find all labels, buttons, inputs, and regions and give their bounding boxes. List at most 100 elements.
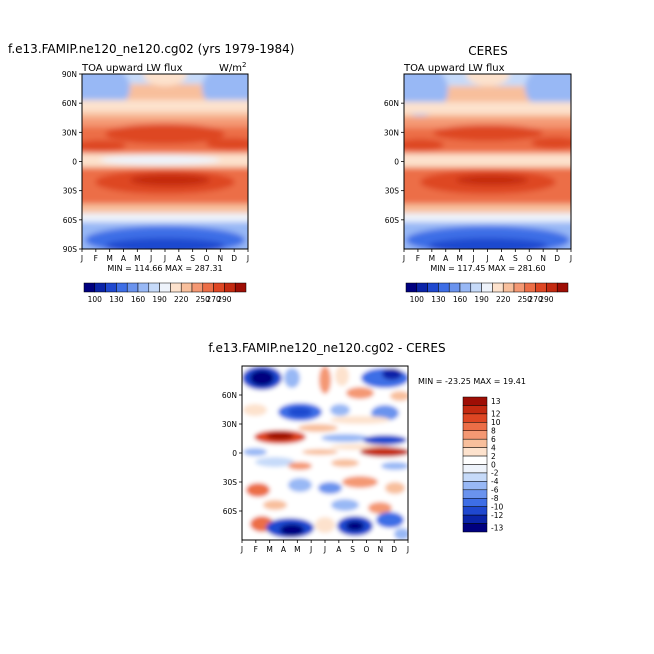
model-variable-label: TOA upward LW flux xyxy=(81,63,183,74)
colorbar-label: 10 xyxy=(491,418,501,427)
colorbar-label: 12 xyxy=(491,410,501,419)
colorbar-swatch xyxy=(137,282,150,293)
colorbar-swatch xyxy=(462,514,488,524)
x-tick-label: A xyxy=(176,254,182,263)
colorbar-label: 100 xyxy=(410,295,425,304)
x-tick-label: S xyxy=(350,545,355,554)
colorbar-label: 190 xyxy=(474,295,489,304)
colorbar-swatch xyxy=(427,282,439,293)
x-tick-label: J xyxy=(240,545,243,554)
colorbar-swatch xyxy=(462,455,488,465)
x-tick-label: O xyxy=(526,254,532,263)
colorbar-swatch xyxy=(224,282,236,293)
colorbar-label: 4 xyxy=(491,443,496,452)
y-tick-label: 30S xyxy=(385,187,400,196)
colorbar-label: -8 xyxy=(491,494,499,503)
x-tick-label: N xyxy=(540,254,546,263)
panel-ceres: CERES TOA upward LW flux xyxy=(384,44,572,304)
colorbar-swatch xyxy=(524,282,536,293)
colorbar-swatch xyxy=(502,282,515,293)
colorbar-swatch xyxy=(148,282,160,293)
colorbar-swatch xyxy=(191,282,204,293)
colorbar-swatch xyxy=(159,282,171,293)
model-units-sup: 2 xyxy=(242,61,246,69)
x-tick-label: J xyxy=(402,254,405,263)
y-tick-label: 60N xyxy=(222,391,237,400)
y-tick-label: 90S xyxy=(63,245,78,254)
x-tick-label: F xyxy=(94,254,98,263)
colorbar-label: 290 xyxy=(539,295,554,304)
x-tick-label: O xyxy=(204,254,210,263)
colorbar-label: 220 xyxy=(496,295,511,304)
x-tick-label: J xyxy=(163,254,166,263)
colorbar-label: -6 xyxy=(491,486,499,495)
colorbar-swatch xyxy=(462,405,488,415)
colorbar-swatch xyxy=(416,282,428,293)
x-tick-label: A xyxy=(121,254,127,263)
colorbar-label: -13 xyxy=(491,524,503,533)
x-tick-label: A xyxy=(281,545,287,554)
colorbar-label: -2 xyxy=(491,469,499,478)
colorbar-swatch xyxy=(462,396,488,406)
colorbar-swatch xyxy=(202,282,214,293)
x-tick-label: M xyxy=(134,254,140,263)
colorbar-swatch xyxy=(492,282,504,293)
y-tick-label: 90N xyxy=(62,70,77,79)
colorbar-swatch xyxy=(462,430,488,440)
x-tick-label: O xyxy=(364,545,370,554)
model-heatmap xyxy=(82,74,248,249)
colorbar-swatch xyxy=(481,282,493,293)
x-tick-label: S xyxy=(513,254,518,263)
x-tick-label: J xyxy=(471,254,474,263)
colorbar-label: 160 xyxy=(131,295,146,304)
x-tick-label: J xyxy=(309,545,312,554)
colorbar-swatch xyxy=(462,506,488,516)
colorbar-swatch xyxy=(462,422,488,431)
colorbar-swatch xyxy=(94,282,106,293)
ceres-title: CERES xyxy=(468,44,508,58)
x-tick-label: D xyxy=(231,254,237,263)
ceres-heatmap xyxy=(404,74,571,249)
colorbar-label: 2 xyxy=(491,452,496,461)
colorbar-swatch xyxy=(462,523,488,533)
colorbar-swatch xyxy=(234,282,247,293)
colorbar-label: -12 xyxy=(491,511,503,520)
model-min-max: MIN = 114.66 MAX = 287.31 xyxy=(107,264,222,273)
x-tick-label: M xyxy=(106,254,112,263)
x-tick-label: A xyxy=(336,545,342,554)
ceres-min-max: MIN = 117.45 MAX = 281.60 xyxy=(430,264,545,273)
colorbar-swatch xyxy=(462,489,488,499)
colorbar-label: 270 xyxy=(206,295,221,304)
colorbar-label: 130 xyxy=(109,295,124,304)
model-units-label: W/m2 xyxy=(219,61,246,74)
y-tick-label: 60N xyxy=(384,99,399,108)
y-tick-label: 30N xyxy=(62,128,77,137)
colorbar-swatch xyxy=(462,447,488,457)
y-tick-label: 0 xyxy=(394,158,399,167)
x-tick-label: J xyxy=(149,254,152,263)
colorbar-swatch xyxy=(556,282,569,293)
y-tick-label: 30S xyxy=(63,187,78,196)
colorbar-swatch xyxy=(438,282,450,293)
x-tick-label: N xyxy=(378,545,384,554)
x-tick-label: J xyxy=(246,254,249,263)
x-tick-label: A xyxy=(443,254,449,263)
x-tick-label: J xyxy=(406,545,409,554)
ceres-variable-label: TOA upward LW flux xyxy=(403,63,505,74)
x-tick-label: F xyxy=(254,545,258,554)
colorbar-swatch xyxy=(180,282,193,293)
x-tick-label: J xyxy=(323,545,326,554)
model-units-text: W/m xyxy=(219,63,242,74)
colorbar-label: 100 xyxy=(88,295,103,304)
colorbar-swatch xyxy=(462,464,488,474)
colorbar-swatch xyxy=(462,498,488,507)
colorbar-swatch xyxy=(462,413,488,423)
y-tick-label: 60S xyxy=(63,216,78,225)
y-tick-label: 30N xyxy=(222,420,237,429)
colorbar-label: -4 xyxy=(491,477,499,486)
model-title: f.e13.FAMIP.ne120_ne120.cg02 (yrs 1979-1… xyxy=(8,42,295,56)
colorbar-swatch xyxy=(116,282,128,293)
